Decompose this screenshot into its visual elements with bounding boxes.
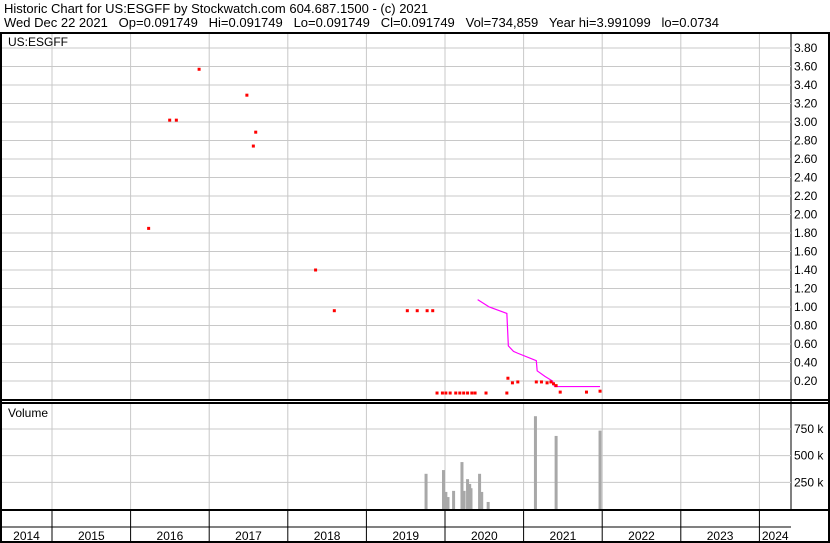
volume-bar (480, 491, 484, 509)
price-point (458, 391, 462, 395)
price-point (435, 391, 439, 395)
y-tick-label: 3.00 (794, 115, 818, 129)
y-tick-label: 1.20 (794, 282, 818, 296)
price-point (598, 389, 602, 393)
volume-bar (441, 470, 445, 509)
volume-bar (554, 435, 558, 509)
price-point (473, 391, 477, 395)
volume-bar (446, 497, 450, 509)
y-tick-label: 2.00 (794, 208, 818, 222)
y-tick-label: 0.20 (794, 374, 818, 388)
price-point (174, 118, 178, 122)
volume-bar (444, 491, 448, 509)
y-tick-label: 2.20 (794, 189, 818, 203)
price-point (431, 309, 435, 313)
volume-bar (598, 430, 602, 509)
trend-line (477, 299, 601, 388)
volume-tick-label: 250 k (794, 475, 824, 489)
price-point (554, 384, 558, 388)
y-tick-label: 2.80 (794, 134, 818, 148)
price-point (584, 390, 588, 394)
symbol-label: US:ESGFF (8, 35, 68, 49)
price-point (168, 118, 172, 122)
chart-title: Historic Chart for US:ESGFF by Stockwatc… (4, 1, 429, 16)
y-tick-label: 3.60 (794, 60, 818, 74)
price-point (534, 380, 538, 384)
volume-bar (424, 473, 428, 509)
price-point (506, 376, 510, 380)
price-point (332, 309, 336, 313)
volume-bar (478, 473, 482, 509)
price-point (505, 391, 509, 395)
volume-bar (452, 490, 456, 509)
price-point (549, 380, 553, 384)
x-tick-label: 2015 (78, 529, 105, 543)
price-point (462, 391, 466, 395)
y-tick-label: 0.40 (794, 356, 818, 370)
x-tick-label: 2021 (550, 529, 577, 543)
price-point (425, 309, 429, 313)
volume-bar (466, 479, 470, 509)
price-point (516, 380, 520, 384)
price-point (545, 381, 549, 385)
y-tick-label: 2.60 (794, 152, 818, 166)
y-tick-label: 3.20 (794, 97, 818, 111)
price-point (484, 391, 488, 395)
x-tick-label: 2022 (628, 529, 655, 543)
price-point (539, 380, 543, 384)
x-tick-label: 2017 (235, 529, 262, 543)
x-tick-label: 2023 (707, 529, 734, 543)
price-point (510, 381, 514, 385)
x-tick-label: 2014 (13, 529, 40, 543)
price-point (552, 382, 556, 386)
volume-bar (486, 501, 490, 509)
price-point (245, 93, 249, 97)
price-point (415, 309, 419, 313)
y-tick-label: 3.80 (794, 41, 818, 55)
volume-bar (462, 490, 466, 509)
x-tick-label: 2024 (762, 529, 789, 543)
price-point (314, 268, 318, 272)
price-point (558, 390, 562, 394)
x-tick-label: 2020 (471, 529, 498, 543)
volume-label: Volume (8, 406, 48, 420)
price-point (405, 309, 409, 313)
price-point (440, 391, 444, 395)
volume-bar (533, 416, 537, 509)
chart-frame (0, 32, 830, 543)
volume-tick-label: 500 k (794, 449, 824, 463)
volume-bar (469, 488, 473, 509)
x-tick-label: 2018 (314, 529, 341, 543)
y-tick-label: 0.80 (794, 319, 818, 333)
volume-bar (460, 462, 464, 509)
y-tick-label: 1.40 (794, 263, 818, 277)
volume-tick-label: 750 k (794, 422, 824, 436)
price-point (254, 130, 258, 134)
price-point (454, 391, 458, 395)
y-tick-label: 1.80 (794, 226, 818, 240)
y-tick-label: 2.40 (794, 171, 818, 185)
quote-summary: Wed Dec 22 2021 Op=0.091749 Hi=0.091749 … (4, 15, 719, 30)
x-tick-label: 2016 (157, 529, 184, 543)
price-point (448, 391, 452, 395)
x-tick-label: 2019 (392, 529, 419, 543)
price-point (251, 144, 255, 148)
y-tick-label: 3.40 (794, 78, 818, 92)
price-point (466, 391, 470, 395)
price-point (470, 391, 474, 395)
price-point (444, 391, 448, 395)
price-point (197, 67, 201, 71)
y-tick-label: 0.60 (794, 337, 818, 351)
price-point (147, 226, 151, 230)
y-tick-label: 1.00 (794, 300, 818, 314)
y-tick-label: 1.60 (794, 245, 818, 259)
